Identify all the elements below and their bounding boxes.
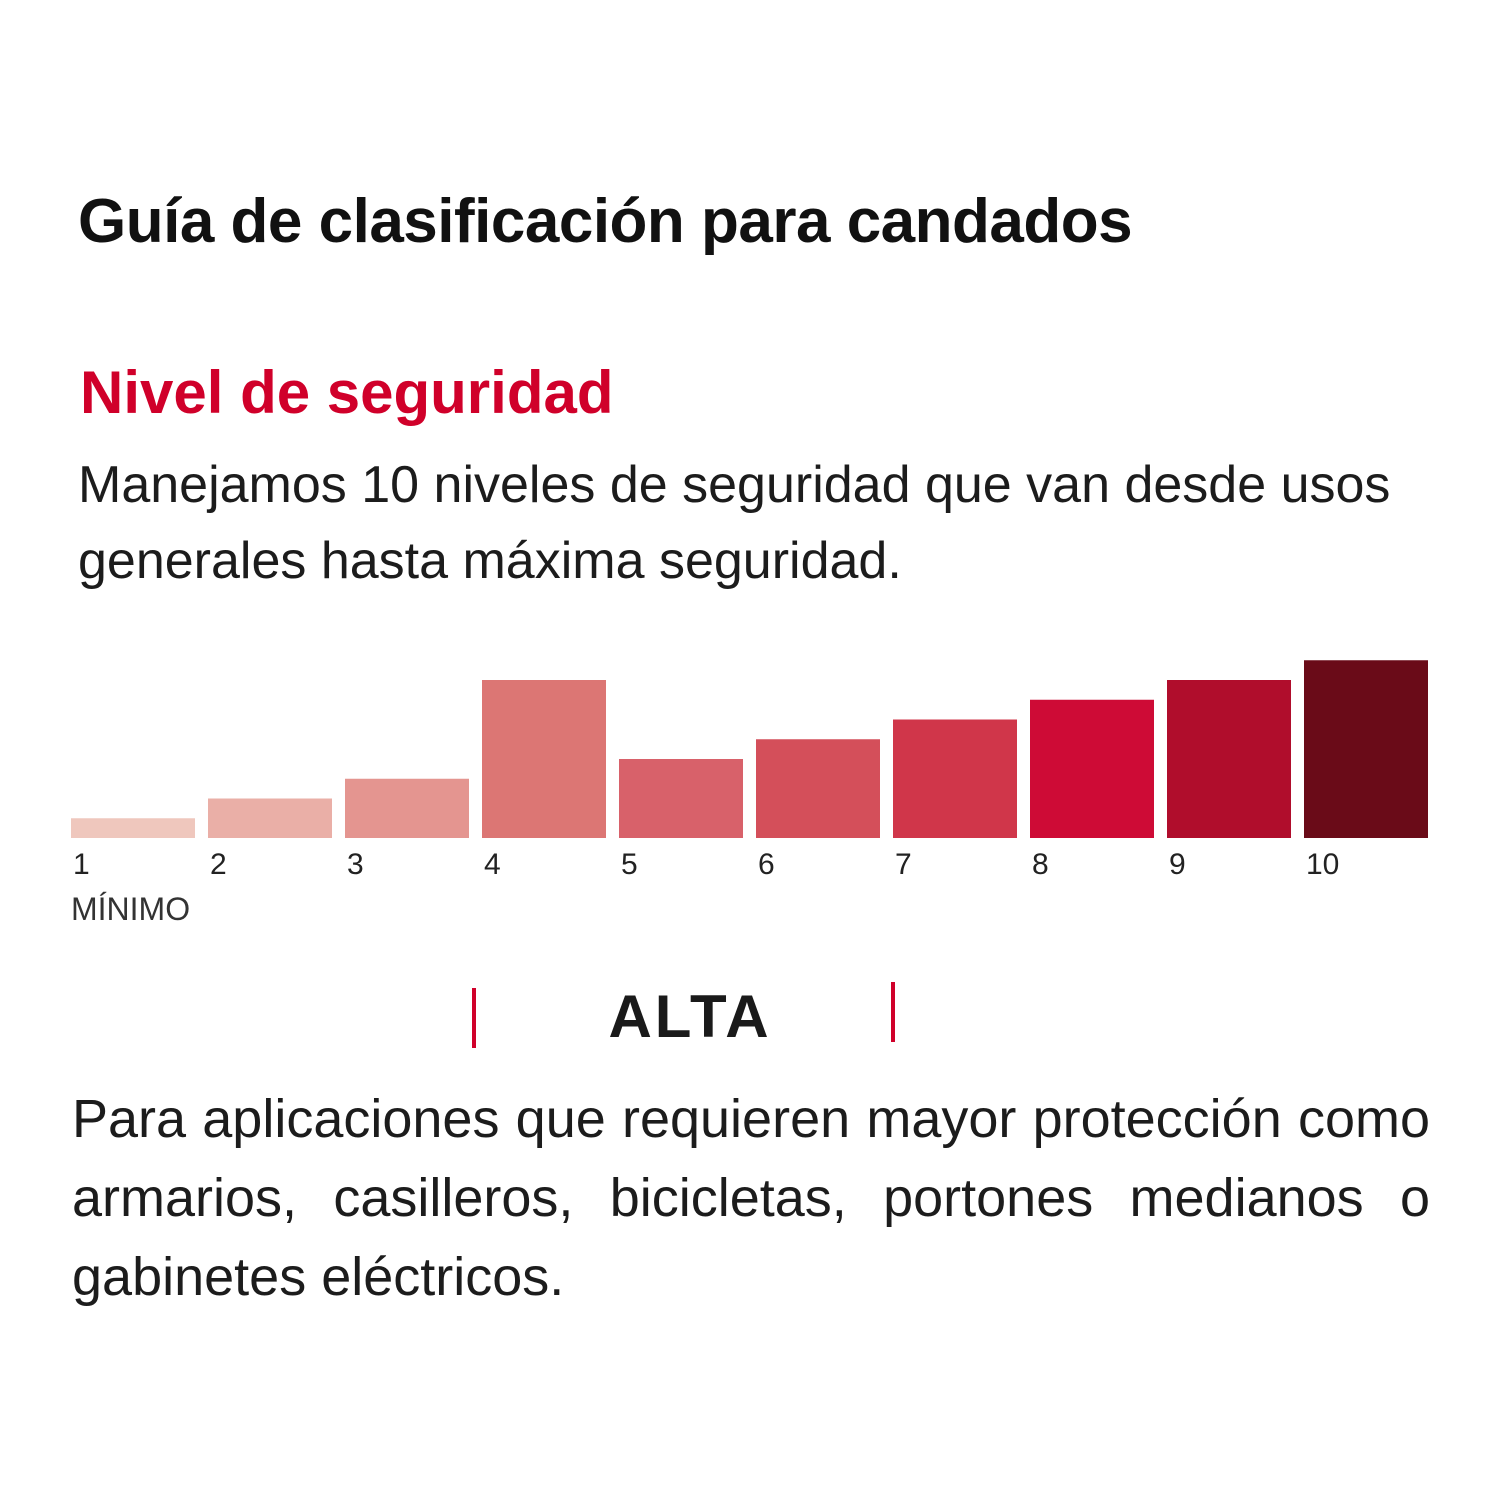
- tick-label-4: 4: [484, 848, 501, 881]
- tick-label-8: 8: [1032, 848, 1049, 881]
- security-level-chart: 1 2 3 4 5 6 7 8 9 10 MÍNIMO: [71, 660, 1428, 927]
- tick-label-7: 7: [895, 848, 912, 881]
- tick-label-2: 2: [210, 848, 227, 881]
- bar-level-10: [1304, 660, 1428, 838]
- bar-level-4: [482, 680, 606, 838]
- level-description: Para aplicaciones que requieren mayor pr…: [72, 1089, 1430, 1307]
- bar-level-2: [208, 798, 332, 838]
- bar-level-7: [893, 719, 1017, 838]
- page-title: Guía de clasificación para candados: [78, 187, 1133, 256]
- divider-right: [891, 982, 895, 1042]
- bar-level-9: [1167, 680, 1291, 838]
- bar-level-5: [619, 759, 743, 838]
- tick-label-1: 1: [73, 848, 90, 881]
- start-label: MÍNIMO: [71, 891, 190, 927]
- tick-label-5: 5: [621, 848, 638, 881]
- tick-label-10: 10: [1306, 848, 1339, 881]
- tick-label-9: 9: [1169, 848, 1186, 881]
- bar-level-1: [71, 818, 195, 838]
- tick-label-6: 6: [758, 848, 775, 881]
- bar-level-3: [345, 778, 469, 838]
- intro-text: Manejamos 10 niveles de seguridad que va…: [78, 456, 1391, 590]
- tick-label-3: 3: [347, 848, 364, 881]
- section-heading: Nivel de seguridad: [80, 359, 614, 426]
- divider-left: [472, 988, 476, 1048]
- bar-level-8: [1030, 699, 1154, 838]
- level-label: ALTA: [608, 983, 772, 1050]
- bar-level-6: [756, 739, 880, 838]
